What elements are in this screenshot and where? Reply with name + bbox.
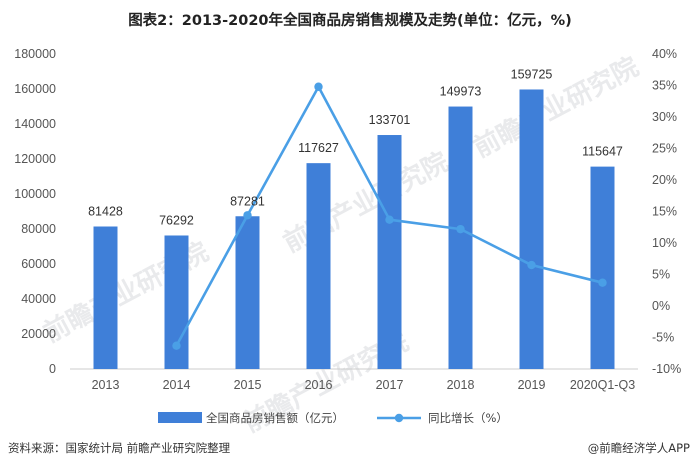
- bar-data-label: 133701: [369, 113, 411, 127]
- axes-layer: 0 20000 40000 60000 80000 100000 120000 140000 1…: [14, 47, 681, 392]
- growth-point: [243, 211, 252, 220]
- y-left-tick-label: 180000: [14, 47, 56, 61]
- source-note: 资料来源：国家统计局 前瞻产业研究院整理: [8, 441, 231, 455]
- y-left-tick-label: 40000: [21, 292, 56, 306]
- y-right-tick-label: -10%: [652, 362, 681, 376]
- x-tick-label: 2014: [163, 378, 191, 392]
- growth-point: [172, 341, 181, 350]
- y-right-tick-label: 15%: [652, 205, 677, 219]
- growth-point: [527, 260, 536, 270]
- bar-data-label: 149973: [440, 85, 482, 99]
- y-right-tick-label: 0%: [652, 299, 670, 313]
- y-right-tick-label: 25%: [652, 142, 677, 156]
- legend: 全国商品房销售额（亿元） 同比增长（%）: [158, 411, 508, 425]
- x-tick-label: 2013: [92, 378, 120, 392]
- y-right-tick-label: 10%: [652, 236, 677, 250]
- x-tick-label: 2017: [376, 378, 404, 392]
- bar-series: [93, 89, 615, 370]
- x-tick-label: 2020Q1-Q3: [570, 378, 635, 392]
- bar: [306, 163, 331, 369]
- bar: [590, 166, 615, 369]
- x-tick-label: 2018: [447, 378, 475, 392]
- y-left-tick-label: 120000: [14, 152, 56, 166]
- y-left-tick-label: 100000: [14, 187, 56, 201]
- credit-note: @前瞻经济学人APP: [587, 441, 690, 455]
- bar-data-label: 115647: [582, 145, 623, 159]
- bar: [377, 135, 402, 369]
- bar: [93, 226, 118, 369]
- data-label-layer: 81428 76292 87281 117627 133701 149973 159725 1…: [88, 67, 623, 227]
- bar: [519, 89, 544, 369]
- y-left-tick-label: 160000: [14, 82, 56, 96]
- chart-title: 图表2：2013-2020年全国商品房销售规模及走势(单位：亿元，%): [128, 13, 572, 29]
- line-series: [172, 82, 607, 350]
- y-left-tick-label: 60000: [21, 257, 56, 271]
- legend-line-label: 同比增长（%）: [428, 411, 508, 425]
- bar-data-label: 76292: [159, 213, 194, 227]
- watermark-text: 前瞻产业研究院: [278, 146, 453, 259]
- y-right-tick-label: -5%: [652, 331, 674, 345]
- x-tick-label: 2015: [234, 378, 262, 392]
- y-right-tick-label: 20%: [652, 173, 677, 187]
- y-left-tick-label: 20000: [21, 327, 56, 341]
- legend-line-marker: [394, 413, 404, 423]
- y-right-tick-label: 40%: [652, 47, 677, 61]
- y-right-tick-label: 35%: [652, 79, 677, 93]
- growth-point: [314, 82, 323, 91]
- bar-data-label: 87281: [230, 194, 265, 208]
- y-right-tick-label: 5%: [652, 268, 670, 282]
- y-left-tick-label: 80000: [21, 222, 56, 236]
- bar-data-label: 159725: [511, 67, 553, 81]
- bar-data-label: 117627: [298, 141, 339, 155]
- growth-point: [598, 278, 607, 287]
- bar: [235, 216, 260, 369]
- y-left-tick-label: 140000: [14, 117, 56, 131]
- legend-bar-label: 全国商品房销售额（亿元）: [206, 411, 344, 425]
- y-right-tick-label: 30%: [652, 110, 677, 124]
- growth-point: [456, 224, 465, 234]
- y-left-tick-label: 0: [49, 362, 56, 376]
- bar-data-label: 81428: [88, 205, 123, 219]
- bar: [448, 106, 473, 370]
- x-tick-label: 2019: [518, 378, 546, 392]
- growth-point: [385, 215, 394, 224]
- legend-bar-swatch: [158, 412, 202, 423]
- x-tick-label: 2016: [305, 378, 333, 392]
